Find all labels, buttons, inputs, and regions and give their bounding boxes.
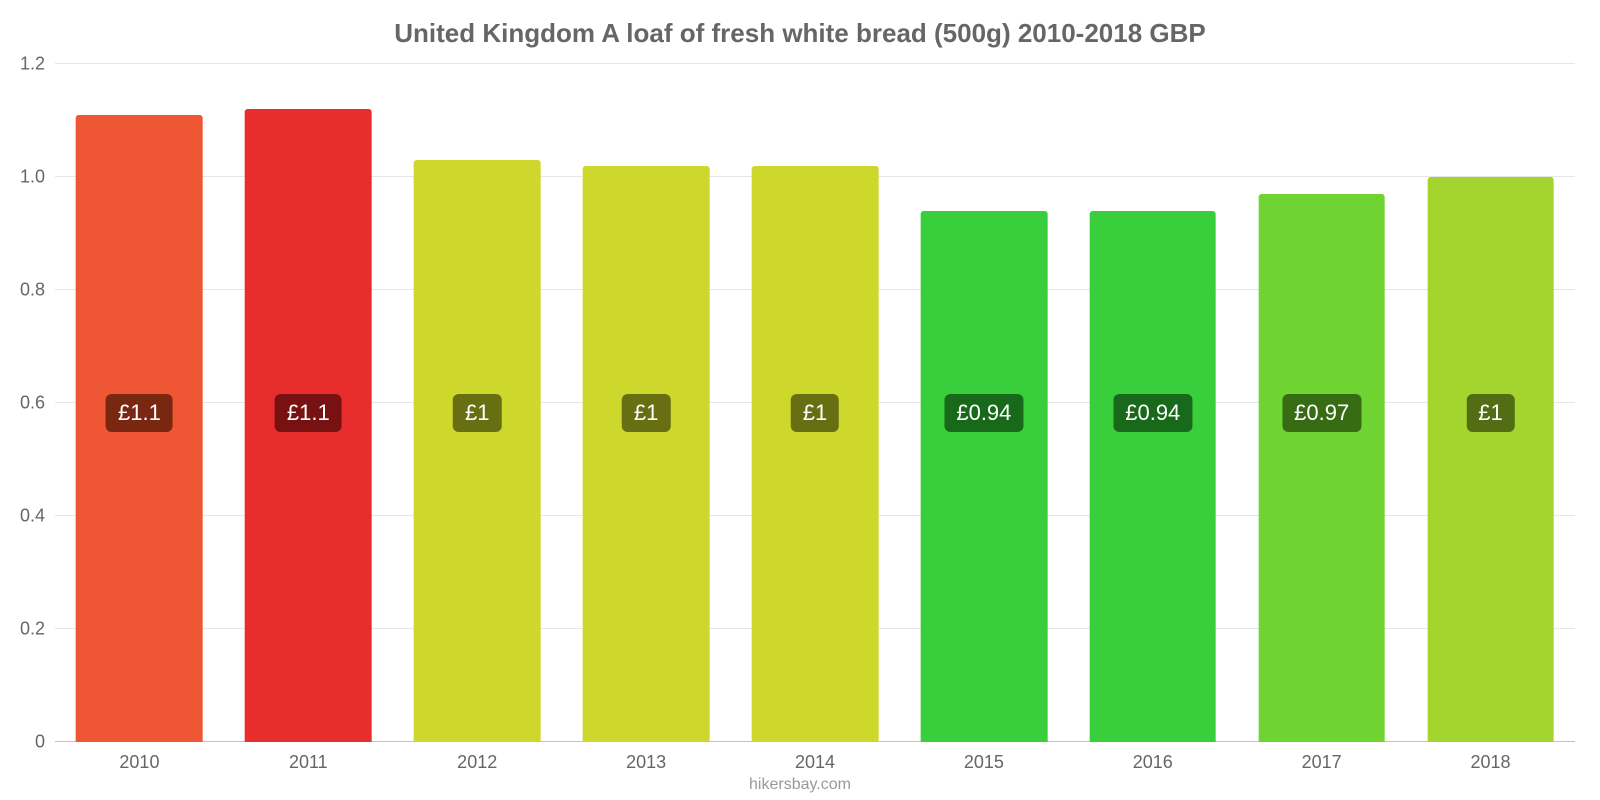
x-tick-label: 2011 [289, 752, 328, 773]
value-badge: £0.94 [944, 394, 1023, 432]
chart-container: United Kingdom A loaf of fresh white bre… [0, 0, 1600, 800]
y-tick-label: 0.6 [20, 393, 45, 414]
y-tick-label: 1.0 [20, 167, 45, 188]
y-tick-label: 0.2 [20, 619, 45, 640]
bar-slot: £0.972017 [1237, 64, 1406, 742]
y-tick-label: 0.8 [20, 280, 45, 301]
bar-slot: £1.12011 [224, 64, 393, 742]
y-tick-label: 0 [35, 732, 45, 753]
bar-slot: £0.942016 [1068, 64, 1237, 742]
x-tick-label: 2014 [795, 752, 835, 773]
bar [1427, 177, 1554, 742]
bar-slot: £12013 [562, 64, 731, 742]
value-badge: £1 [1466, 394, 1514, 432]
x-tick-label: 2010 [119, 752, 159, 773]
x-tick-label: 2013 [626, 752, 666, 773]
bar [414, 160, 541, 742]
x-tick-label: 2018 [1471, 752, 1511, 773]
value-badge: £0.94 [1113, 394, 1192, 432]
chart-title: United Kingdom A loaf of fresh white bre… [0, 18, 1600, 49]
x-tick-label: 2012 [457, 752, 497, 773]
chart-footer: hikersbay.com [0, 776, 1600, 794]
bar-slot: £12012 [393, 64, 562, 742]
value-badge: £1 [791, 394, 839, 432]
plot-area: £1.12010£1.12011£12012£12013£12014£0.942… [55, 64, 1575, 742]
bar [921, 211, 1048, 742]
value-badge: £0.97 [1282, 394, 1361, 432]
x-tick-label: 2016 [1133, 752, 1173, 773]
x-tick-label: 2017 [1302, 752, 1342, 773]
value-badge: £1 [453, 394, 501, 432]
value-badge: £1 [622, 394, 670, 432]
bar [1089, 211, 1216, 742]
value-badge: £1.1 [106, 394, 173, 432]
y-tick-label: 1.2 [20, 54, 45, 75]
bar-slot: £1.12010 [55, 64, 224, 742]
x-tick-label: 2015 [964, 752, 1004, 773]
bar [583, 166, 710, 742]
bar-slot: £12018 [1406, 64, 1575, 742]
y-tick-label: 0.4 [20, 506, 45, 527]
bar [752, 166, 879, 742]
bar-slot: £12014 [731, 64, 900, 742]
bar-slot: £0.942015 [899, 64, 1068, 742]
bar [1258, 194, 1385, 742]
value-badge: £1.1 [275, 394, 342, 432]
bars-layer: £1.12010£1.12011£12012£12013£12014£0.942… [55, 64, 1575, 742]
